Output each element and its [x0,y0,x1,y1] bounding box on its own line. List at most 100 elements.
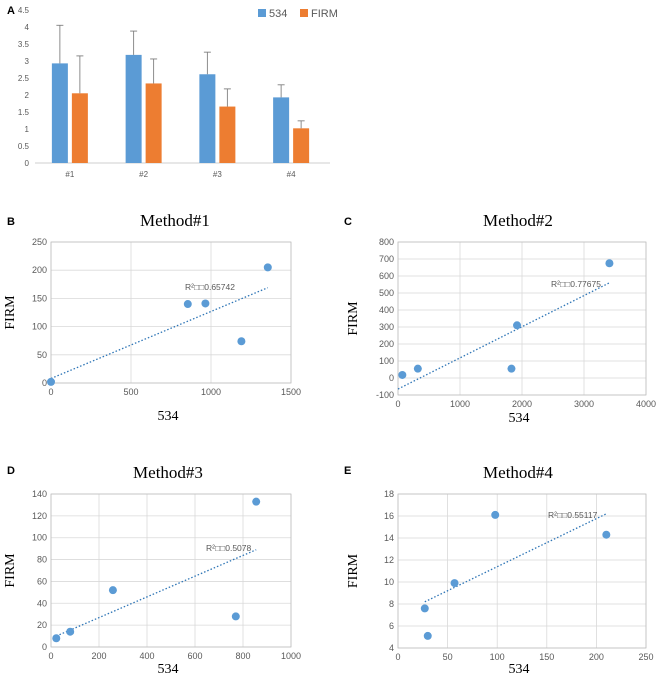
panel-letter-a: A [7,5,15,17]
data-point-3 [507,364,516,373]
data-point-5 [263,263,272,272]
trendline [50,287,269,380]
y-tick-label: 6 [389,621,394,631]
y-tick-label: 2 [25,91,30,100]
plot-area-border [50,493,292,648]
y-tick-label: -100 [376,390,394,400]
x-tick-label: #2 [139,170,148,179]
y-tick-label: 700 [379,254,394,264]
y-axis-label: FIRM [3,553,18,588]
legend-swatch-534 [258,9,266,17]
y-tick-label: 3 [25,57,30,66]
bar-534-1 [51,63,68,163]
y-tick-label: 80 [37,555,47,565]
panel-letter-e: E [344,465,351,477]
y-tick-label: 0 [42,378,47,388]
y-tick-label: 20 [37,620,47,630]
y-tick-label: 140 [32,489,47,499]
plot-area-border [50,241,292,384]
chart-title: Method#2 [483,211,553,230]
legend-label-534: 534 [269,8,287,20]
panel-letter-b: B [7,216,15,228]
x-tick-label: 1000 [450,399,470,409]
x-tick-label: 0 [395,652,400,662]
y-tick-label: 800 [379,237,394,247]
data-point-3 [201,299,210,308]
x-tick-label: 3000 [574,399,594,409]
y-tick-label: 14 [384,533,394,543]
x-axis-label: 534 [509,411,530,426]
y-tick-label: 600 [379,271,394,281]
x-tick-label: #3 [213,170,222,179]
y-tick-label: 50 [37,350,47,360]
bar-firm-2 [145,83,162,163]
trendline [424,513,607,603]
y-tick-label: 0 [389,373,394,383]
x-tick-label: 100 [490,652,505,662]
trendline [56,549,257,637]
data-point-5 [605,259,614,268]
bar-firm-3 [219,106,236,163]
bar-firm-1 [71,93,88,163]
data-point-4 [513,321,522,330]
bar-firm-4 [293,128,310,163]
data-point-2 [413,364,422,373]
y-tick-label: 3.5 [18,40,30,49]
x-tick-label: 200 [91,651,106,661]
legend-label-firm: FIRM [311,8,338,20]
x-tick-label: 400 [139,651,154,661]
r-squared-label: R²□□0.77675 [551,279,601,289]
plot-area-border [397,241,647,396]
y-tick-label: 1.5 [18,108,30,117]
y-axis-label: FIRM [346,301,361,336]
data-point-3 [108,586,117,595]
data-point-1 [47,377,55,386]
scatter-panel-d: Method#3 0 20 40 60 80 100 120 140 0 200 400 600 800 1… [3,463,301,677]
scatter-panel-e: Method#4 4 6 8 10 12 14 16 18 0 50 100 150 200 250 534 F… [346,463,654,677]
chart-title: Method#1 [140,211,210,230]
data-point-4 [231,612,240,621]
chart-title: Method#4 [483,463,553,482]
data-point-1 [398,370,407,379]
y-axis-label: FIRM [3,295,18,330]
y-tick-label: 18 [384,489,394,499]
data-point-4 [491,510,500,519]
x-tick-label: 150 [539,652,554,662]
y-tick-label: 16 [384,511,394,521]
scatter-panel-b: Method#1 0 50 100 150 200 250 0 500 1000 1500 534 FI… [3,211,301,424]
y-tick-label: 250 [32,237,47,247]
bar-534-2 [125,54,142,163]
data-point-1 [420,604,429,613]
x-tick-label: 0 [395,399,400,409]
r-squared-label: R²□□0.55117 [548,510,598,520]
y-tick-label: 10 [384,577,394,587]
x-tick-label: 800 [235,651,250,661]
y-tick-label: 12 [384,555,394,565]
y-tick-label: 1 [25,125,30,134]
y-tick-label: 4 [25,23,30,32]
data-point-2 [423,631,432,640]
panel-letter-c: C [344,216,352,228]
y-tick-label: 100 [32,533,47,543]
bar-chart-panel-a: 0 0.5 1 1.5 2 2.5 3 3.5 4 4.5 #1 #2 #3 #4 534 FIRM [18,6,338,179]
data-point-4 [237,337,246,346]
data-point-2 [183,300,192,309]
x-tick-label: #1 [65,170,74,179]
y-tick-label: 8 [389,599,394,609]
y-tick-label: 200 [32,265,47,275]
x-tick-label: 1000 [201,387,221,397]
x-tick-label: 0 [48,651,53,661]
panel-letter-d: D [7,465,15,477]
y-tick-label: 400 [379,305,394,315]
r-squared-label: R²□□0.65742 [185,282,235,292]
x-tick-label: 50 [443,652,453,662]
y-tick-label: 0.5 [18,142,30,151]
x-tick-label: 600 [187,651,202,661]
y-axis-label: FIRM [346,553,361,588]
data-point-5 [602,530,611,539]
y-tick-label: 40 [37,598,47,608]
data-point-3 [450,579,459,588]
bar-534-4 [273,97,290,163]
x-axis-label: 534 [509,662,530,677]
